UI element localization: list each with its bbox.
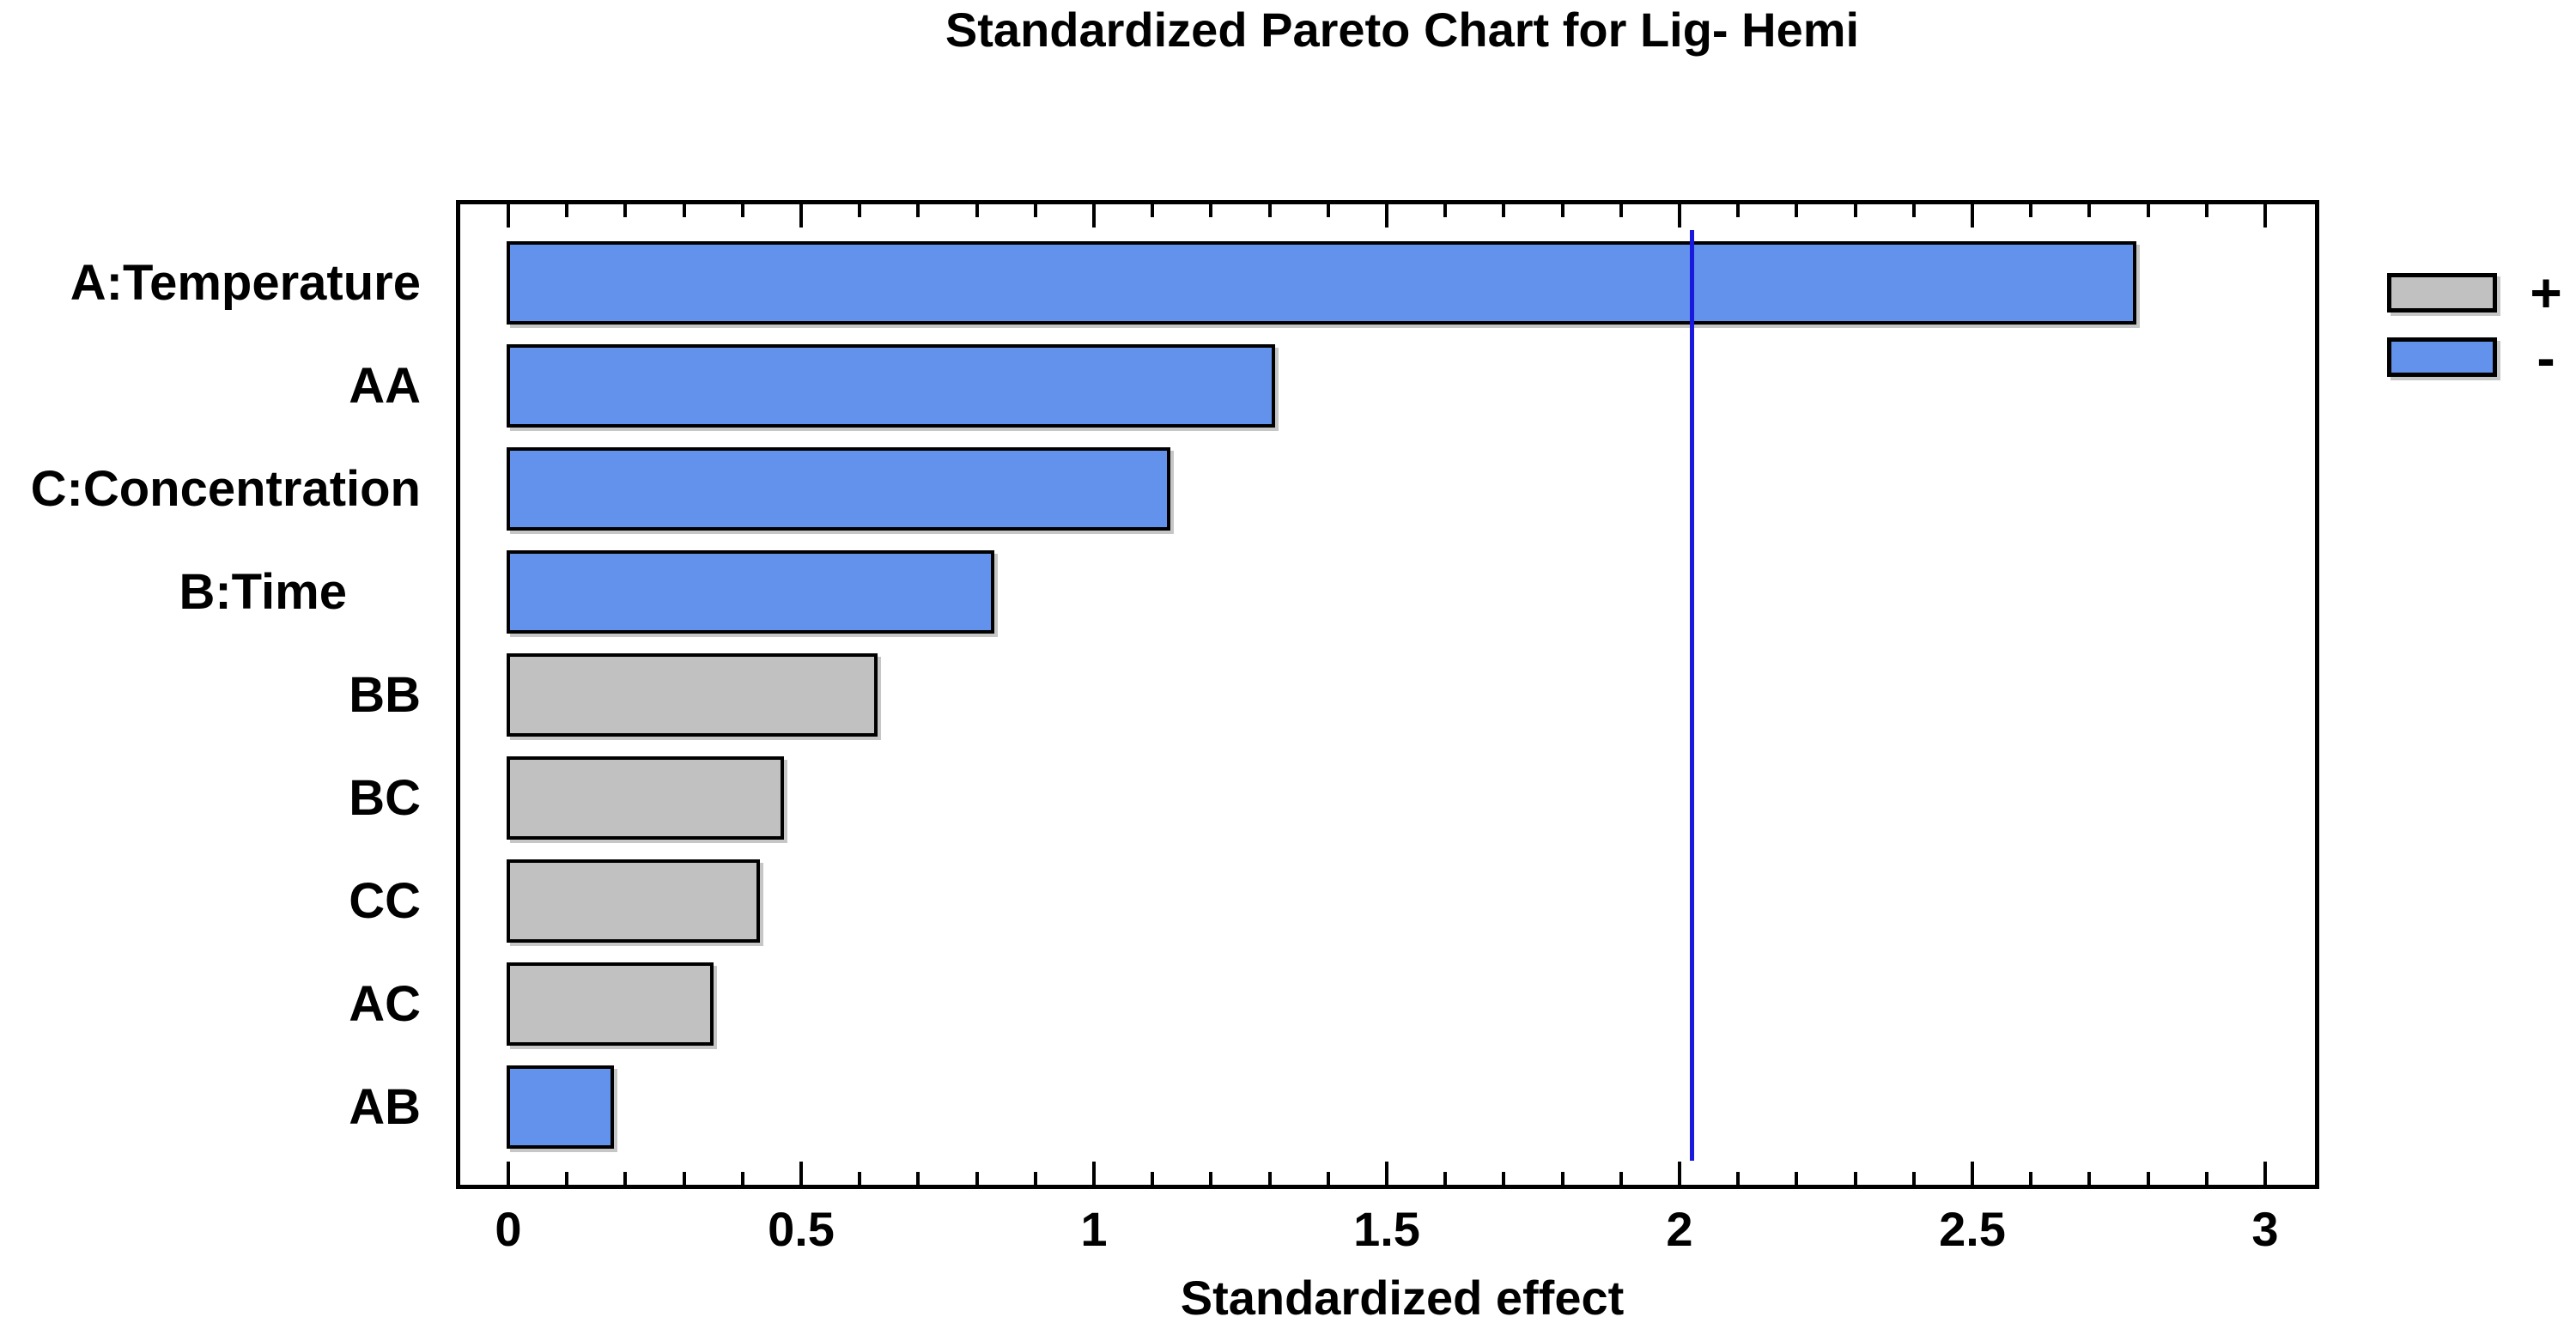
category-label-a-temperature: A:Temperature (70, 254, 421, 311)
legend-swatch-positive (2387, 273, 2497, 313)
x-axis-minor-tick (1268, 204, 1272, 217)
x-axis-minor-tick (1854, 1172, 1857, 1185)
x-axis-major-tick (507, 204, 510, 228)
category-label-c-concentration: C:Concentration (30, 460, 421, 517)
x-axis-major-tick (2263, 204, 2267, 228)
x-axis-minor-tick (1912, 204, 1916, 217)
x-axis-minor-tick (565, 204, 568, 217)
x-axis-minor-tick (741, 1172, 744, 1185)
bar-b-time (507, 550, 994, 634)
category-label-bb: BB (349, 666, 421, 723)
legend-label-positive: + (2530, 262, 2562, 324)
x-axis-major-tick (1971, 1162, 1974, 1185)
bar-cc (507, 859, 760, 943)
category-label-bc: BC (349, 769, 421, 826)
x-axis-tick-label-0: 0 (495, 1202, 522, 1256)
x-axis-major-tick (2263, 1162, 2267, 1185)
category-label-ac: AC (349, 975, 421, 1032)
significance-reference-line (1690, 230, 1694, 1161)
x-axis-tick-label-2.5: 2.5 (1939, 1202, 2006, 1256)
x-axis-major-tick (1385, 204, 1388, 228)
bar-ac (507, 962, 714, 1046)
category-label-ab: AB (349, 1078, 421, 1135)
x-axis-tick-label-3: 3 (2251, 1202, 2279, 1256)
x-axis-minor-tick (916, 204, 920, 217)
x-axis-tick-label-2: 2 (1666, 1202, 1693, 1256)
x-axis-tick-label-1: 1 (1080, 1202, 1108, 1256)
x-axis-minor-tick (2147, 204, 2150, 217)
x-axis-major-tick (1092, 1162, 1096, 1185)
x-axis-minor-tick (1151, 204, 1154, 217)
x-axis-minor-tick (1736, 204, 1740, 217)
x-axis-minor-tick (1619, 204, 1623, 217)
x-axis-major-tick (799, 204, 803, 228)
x-axis-minor-tick (975, 204, 979, 217)
x-axis-major-tick (1971, 204, 1974, 228)
x-axis-minor-tick (1561, 1172, 1564, 1185)
x-axis-minor-tick (1443, 1172, 1447, 1185)
x-axis-minor-tick (1561, 204, 1564, 217)
x-axis-minor-tick (1034, 1172, 1037, 1185)
x-axis-minor-tick (1854, 204, 1857, 217)
x-axis-minor-tick (683, 1172, 686, 1185)
x-axis-minor-tick (1327, 204, 1330, 217)
bar-bc (507, 756, 784, 840)
category-label-aa: AA (349, 357, 421, 414)
x-axis-minor-tick (1209, 204, 1212, 217)
x-axis-minor-tick (2147, 1172, 2150, 1185)
x-axis-minor-tick (916, 1172, 920, 1185)
bar-aa (507, 344, 1275, 428)
x-axis-minor-tick (2029, 204, 2032, 217)
x-axis-minor-tick (1795, 1172, 1798, 1185)
x-axis-major-tick (1385, 1162, 1388, 1185)
x-axis-minor-tick (858, 1172, 861, 1185)
x-axis-minor-tick (1502, 1172, 1505, 1185)
x-axis-minor-tick (1268, 1172, 1272, 1185)
x-axis-minor-tick (623, 1172, 627, 1185)
x-axis-minor-tick (1443, 204, 1447, 217)
x-axis-minor-tick (2205, 204, 2208, 217)
x-axis-title: Standardized effect (1180, 1271, 1625, 1325)
x-axis-minor-tick (1151, 1172, 1154, 1185)
legend-label-negative: - (2537, 327, 2555, 389)
bar-ab (507, 1065, 614, 1149)
x-axis-minor-tick (858, 204, 861, 217)
x-axis-minor-tick (1034, 204, 1037, 217)
x-axis-major-tick (507, 1162, 510, 1185)
x-axis-minor-tick (2029, 1172, 2032, 1185)
x-axis-minor-tick (1912, 1172, 1916, 1185)
x-axis-minor-tick (1619, 1172, 1623, 1185)
x-axis-minor-tick (623, 204, 627, 217)
x-axis-minor-tick (1209, 1172, 1212, 1185)
x-axis-major-tick (1678, 204, 1681, 228)
x-axis-minor-tick (1327, 1172, 1330, 1185)
x-axis-tick-label-1.5: 1.5 (1353, 1202, 1420, 1256)
x-axis-minor-tick (2205, 1172, 2208, 1185)
legend-swatch-negative (2387, 337, 2497, 377)
x-axis-minor-tick (565, 1172, 568, 1185)
x-axis-minor-tick (1795, 204, 1798, 217)
chart-title: Standardized Pareto Chart for Lig- Hemi (945, 3, 1860, 57)
x-axis-minor-tick (1502, 204, 1505, 217)
x-axis-major-tick (1678, 1162, 1681, 1185)
bar-bb (507, 653, 878, 737)
bar-c-concentration (507, 447, 1170, 531)
x-axis-minor-tick (2087, 204, 2091, 217)
x-axis-major-tick (1092, 204, 1096, 228)
x-axis-minor-tick (975, 1172, 979, 1185)
x-axis-major-tick (799, 1162, 803, 1185)
x-axis-minor-tick (683, 204, 686, 217)
category-label-b-time: B:Time (179, 563, 347, 620)
x-axis-minor-tick (741, 204, 744, 217)
x-axis-minor-tick (1736, 1172, 1740, 1185)
x-axis-tick-label-0.5: 0.5 (768, 1202, 835, 1256)
x-axis-minor-tick (2087, 1172, 2091, 1185)
bar-a-temperature (507, 241, 2136, 325)
category-label-cc: CC (349, 872, 421, 929)
plot-area (456, 200, 2319, 1189)
